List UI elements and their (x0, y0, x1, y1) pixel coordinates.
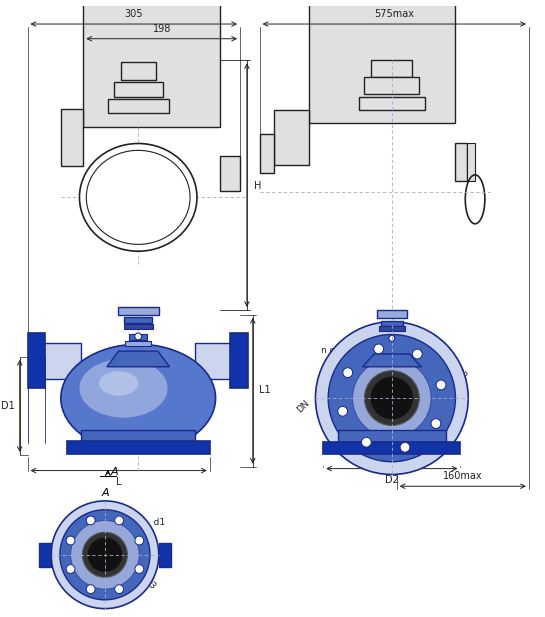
Text: L1: L1 (259, 385, 270, 395)
Circle shape (135, 333, 142, 340)
Circle shape (66, 536, 75, 545)
Bar (124, 317, 152, 323)
Bar (195, 343, 237, 378)
Circle shape (400, 442, 410, 452)
Circle shape (431, 419, 441, 428)
Text: D3: D3 (452, 366, 468, 381)
Text: D3: D3 (142, 576, 158, 592)
Circle shape (115, 516, 124, 525)
Polygon shape (362, 354, 421, 366)
Circle shape (374, 344, 384, 354)
Circle shape (51, 501, 159, 608)
Text: 160max: 160max (443, 471, 483, 481)
Circle shape (135, 565, 144, 573)
Circle shape (436, 380, 446, 390)
Circle shape (60, 510, 150, 600)
Bar (456, 144, 467, 181)
Circle shape (66, 565, 75, 573)
Polygon shape (107, 351, 169, 366)
Text: A: A (101, 488, 108, 498)
Bar (108, 99, 168, 113)
Bar (114, 82, 163, 97)
Bar (125, 341, 151, 346)
Bar (118, 307, 159, 315)
Bar (28, 333, 45, 388)
Bar (83, 0, 221, 127)
Bar (66, 441, 210, 454)
Bar (159, 543, 171, 566)
Text: 198: 198 (153, 24, 171, 34)
Circle shape (328, 334, 456, 462)
Bar (379, 326, 404, 331)
Bar (39, 543, 51, 566)
Bar (230, 333, 248, 388)
Circle shape (86, 516, 95, 525)
Circle shape (316, 321, 468, 474)
Circle shape (135, 536, 144, 545)
Bar (308, 0, 456, 123)
Bar (61, 109, 83, 166)
Bar (467, 144, 475, 181)
Circle shape (343, 368, 353, 378)
Bar (259, 134, 274, 173)
Bar (365, 77, 419, 94)
Ellipse shape (61, 344, 216, 452)
Circle shape (87, 537, 123, 573)
Ellipse shape (99, 371, 138, 395)
Text: A: A (111, 468, 118, 478)
Bar (371, 60, 413, 77)
Circle shape (353, 359, 431, 437)
Circle shape (413, 349, 422, 359)
Circle shape (338, 407, 348, 416)
Text: D1: D1 (1, 401, 15, 411)
Ellipse shape (80, 144, 197, 251)
Circle shape (365, 371, 419, 426)
Circle shape (82, 532, 128, 578)
Bar (129, 334, 147, 341)
Bar (359, 97, 425, 110)
Ellipse shape (80, 359, 167, 418)
Bar (381, 321, 403, 326)
Text: L: L (116, 478, 122, 487)
Text: D2: D2 (385, 476, 399, 486)
Bar (120, 62, 156, 80)
Bar (39, 343, 81, 378)
Bar (338, 431, 446, 442)
Circle shape (361, 437, 371, 447)
Text: 305: 305 (125, 9, 143, 19)
Bar (221, 156, 240, 191)
Text: n отв. d: n отв. d (322, 346, 358, 355)
Text: n отв. d1: n отв. d1 (123, 518, 165, 528)
Bar (274, 110, 308, 165)
Circle shape (389, 336, 395, 341)
Bar (124, 324, 153, 329)
Text: 575max: 575max (374, 9, 414, 19)
Bar (377, 310, 407, 318)
Circle shape (86, 585, 95, 594)
Circle shape (370, 376, 413, 420)
Circle shape (115, 585, 124, 594)
Bar (323, 442, 461, 454)
Text: DN: DN (295, 398, 312, 414)
Bar (81, 431, 195, 442)
Text: H: H (254, 181, 261, 191)
Circle shape (71, 521, 139, 589)
